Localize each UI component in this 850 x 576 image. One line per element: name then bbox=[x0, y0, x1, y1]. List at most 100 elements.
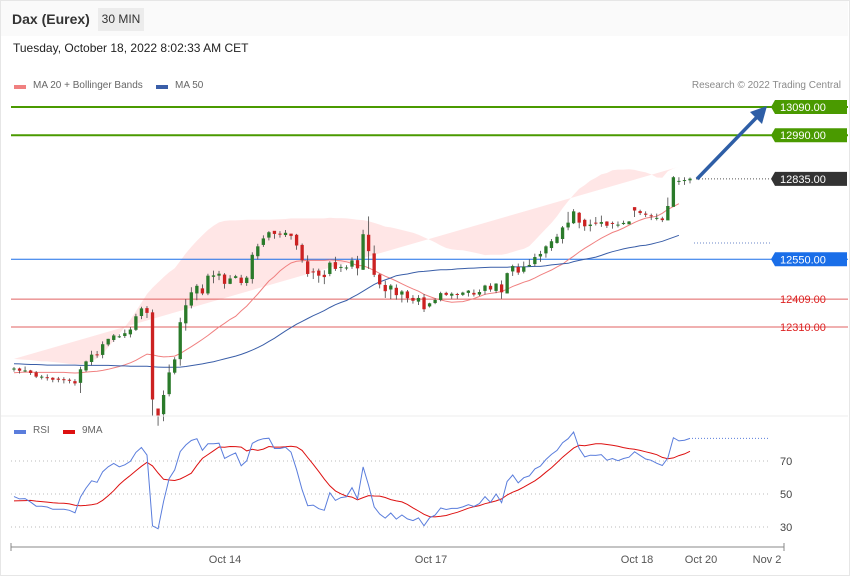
candle-body bbox=[211, 275, 216, 277]
candle-body bbox=[167, 372, 171, 395]
candle-body bbox=[184, 305, 188, 324]
candle-body bbox=[671, 177, 676, 207]
candle bbox=[206, 273, 210, 296]
candle-body bbox=[84, 361, 88, 371]
rsi-ma-legend-swatch bbox=[63, 430, 75, 434]
candle bbox=[638, 209, 642, 216]
candle-body bbox=[660, 218, 664, 221]
candle-body bbox=[150, 312, 155, 400]
candle bbox=[245, 275, 249, 286]
candle-body bbox=[444, 292, 448, 295]
candle bbox=[644, 211, 648, 217]
candle bbox=[549, 239, 554, 251]
candle-body bbox=[300, 244, 304, 261]
candle bbox=[112, 334, 116, 342]
candle-body bbox=[28, 370, 33, 373]
x-tick-label: Nov 2 bbox=[753, 554, 782, 566]
candle-body bbox=[638, 211, 642, 214]
candle bbox=[488, 283, 493, 292]
x-tick-label: Oct 18 bbox=[621, 554, 653, 566]
candle bbox=[461, 291, 465, 296]
candle bbox=[23, 366, 27, 373]
candle-body bbox=[544, 246, 548, 254]
pivot-tag bbox=[771, 252, 847, 267]
candle bbox=[372, 245, 376, 278]
candle bbox=[40, 374, 44, 380]
candle-body bbox=[644, 213, 648, 215]
candle-body bbox=[594, 222, 598, 224]
candle-body bbox=[12, 368, 16, 370]
candle-body bbox=[466, 290, 471, 293]
candle bbox=[95, 350, 99, 358]
candle bbox=[62, 377, 66, 384]
candle-body bbox=[566, 222, 570, 228]
candle bbox=[306, 255, 310, 277]
candle-body bbox=[250, 254, 254, 280]
candle-body bbox=[461, 292, 465, 295]
ma20-legend-label: MA 20 + Bollinger Bands bbox=[33, 80, 143, 91]
candle-body bbox=[411, 297, 415, 301]
candle bbox=[173, 357, 177, 375]
candle bbox=[139, 306, 144, 320]
candle bbox=[256, 243, 260, 260]
candle bbox=[538, 250, 543, 262]
candle-body bbox=[233, 276, 238, 278]
candle-body bbox=[649, 215, 653, 217]
candle bbox=[78, 366, 83, 393]
rsi-level-70-label: 70 bbox=[780, 456, 792, 468]
x-tick-label: Oct 14 bbox=[209, 554, 241, 566]
candle-body bbox=[294, 234, 299, 246]
candle-body bbox=[200, 288, 205, 294]
report-datetime: Tuesday, October 18, 2022 8:02:33 AM CET bbox=[13, 41, 249, 55]
candle bbox=[278, 231, 282, 238]
candle bbox=[311, 268, 315, 280]
candle bbox=[455, 292, 459, 299]
ma50-legend-label: MA 50 bbox=[175, 80, 204, 91]
candle-body bbox=[344, 267, 349, 269]
candle bbox=[505, 272, 509, 294]
candle bbox=[599, 215, 604, 227]
candle-body bbox=[339, 266, 343, 268]
candle bbox=[444, 291, 448, 296]
candle bbox=[499, 280, 504, 299]
candle-body bbox=[527, 264, 531, 267]
candle-body bbox=[267, 232, 271, 238]
candle-body bbox=[62, 379, 66, 381]
candle-body bbox=[40, 376, 44, 378]
candle-body bbox=[450, 293, 454, 296]
candle bbox=[688, 177, 692, 184]
candle bbox=[594, 217, 598, 226]
candle bbox=[533, 253, 537, 267]
candle-body bbox=[666, 206, 670, 221]
candle bbox=[511, 264, 515, 276]
candle bbox=[577, 211, 581, 229]
candle bbox=[427, 302, 432, 308]
candle bbox=[666, 197, 670, 221]
candle-body bbox=[677, 180, 681, 182]
candle bbox=[344, 265, 349, 271]
candle-body bbox=[438, 293, 443, 300]
candle bbox=[588, 219, 592, 232]
candle-body bbox=[106, 338, 110, 345]
rsi-level-30-label: 30 bbox=[780, 522, 792, 534]
candle bbox=[660, 216, 664, 223]
candle-body bbox=[688, 178, 692, 181]
candle-body bbox=[139, 308, 144, 316]
candle-body bbox=[378, 274, 382, 285]
candle bbox=[400, 290, 404, 303]
candle bbox=[128, 327, 133, 338]
candle bbox=[655, 213, 659, 221]
candle bbox=[272, 230, 277, 239]
candle bbox=[283, 229, 288, 238]
timeframe-button[interactable]: 30 MIN bbox=[98, 8, 144, 31]
title-bar: Dax (Eurex) 30 MIN bbox=[1, 1, 848, 36]
candle bbox=[189, 287, 193, 309]
candle bbox=[67, 378, 72, 384]
rsi-ma-legend-label: 9MA bbox=[82, 425, 103, 436]
candle bbox=[84, 360, 88, 372]
resistance-2-label: 13090.00 bbox=[780, 102, 826, 114]
candle bbox=[123, 329, 127, 338]
candle bbox=[156, 408, 160, 426]
forecast-arrow-shaft bbox=[695, 115, 759, 181]
candle bbox=[682, 177, 687, 185]
